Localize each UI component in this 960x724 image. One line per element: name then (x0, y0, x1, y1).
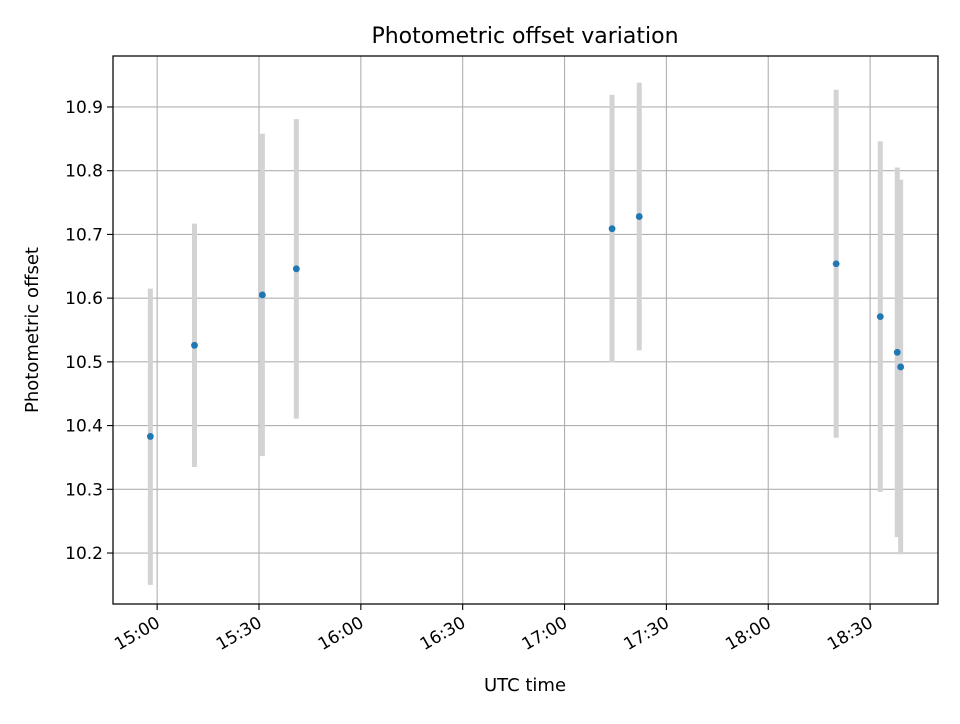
data-point (191, 341, 198, 349)
plot-frame (112, 55, 939, 605)
y-tick-label: 10.7 (65, 225, 103, 245)
y-tick-label: 10.9 (65, 98, 103, 118)
y-tick-label: 10.5 (65, 353, 103, 373)
data-point (292, 265, 300, 273)
chart-title: Photometric offset variation (371, 24, 678, 49)
data-points (146, 213, 905, 440)
data-point (258, 291, 266, 299)
data-point (893, 348, 901, 356)
data-point (876, 313, 884, 321)
y-tick-label: 10.4 (65, 417, 103, 437)
data-point (608, 225, 616, 233)
data-point (146, 433, 154, 440)
data-point (897, 363, 905, 371)
data-point (832, 260, 840, 268)
x-axis-label: UTC time (484, 675, 566, 696)
y-axis-label: Photometric offset (22, 247, 43, 413)
y-tick-label: 10.2 (65, 544, 103, 564)
y-tick-label: 10.6 (65, 289, 103, 309)
y-tick-label: 10.8 (65, 162, 103, 182)
y-tick-label: 10.3 (65, 480, 103, 500)
grid-lines (113, 56, 938, 604)
y-axis-ticks: 10.2 10.3 10.4 10.5 10.6 10.7 10.8 10.9 (65, 98, 113, 564)
data-point (635, 213, 643, 220)
